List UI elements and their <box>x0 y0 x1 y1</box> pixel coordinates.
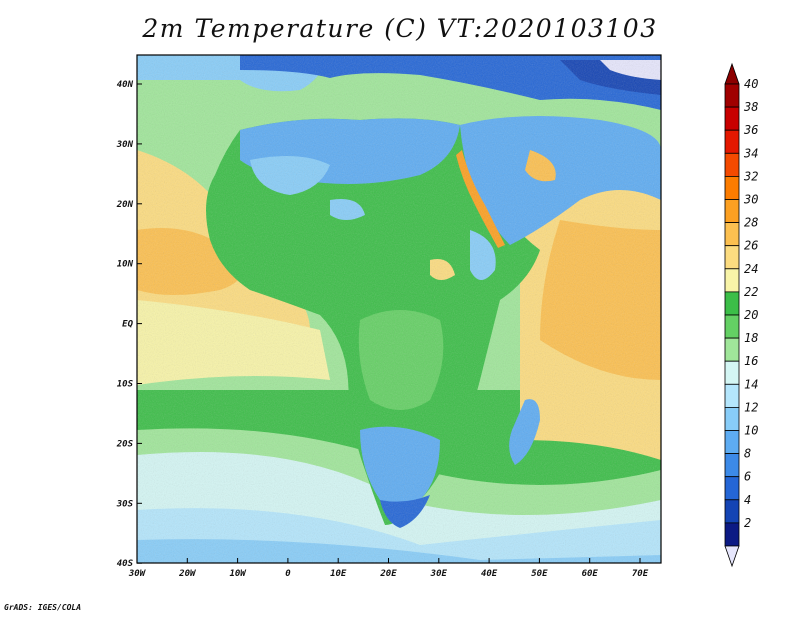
colorbar-label: 10 <box>744 424 758 438</box>
lat-tick-label: 30N <box>116 140 134 150</box>
lon-tick-label: 20W <box>178 569 197 579</box>
credit-label: GrADS: IGES/COLA <box>4 603 82 612</box>
colorbar-label: 24 <box>744 262 758 276</box>
lat-tick-label: 20S <box>116 439 134 449</box>
colorbar-swatch <box>724 499 740 524</box>
colorbar-label: 30 <box>743 193 758 207</box>
colorbar-swatch <box>724 383 740 408</box>
colorbar-swatch <box>724 222 740 247</box>
colorbar-label: 38 <box>743 100 758 114</box>
colorbar-label: 2 <box>744 516 751 530</box>
colorbar-swatch <box>724 268 740 293</box>
lon-tick-label: 10E <box>330 569 347 579</box>
colorbar-label: 34 <box>743 146 758 160</box>
map-frame <box>136 54 662 564</box>
colorbar-label: 18 <box>744 331 758 345</box>
colorbar-swatch <box>724 199 740 224</box>
colorbar-bottom-arrow <box>724 545 740 568</box>
latitude-axis: 40N 30N 20N 10N EQ 10S 20S 30S 40S <box>116 80 142 569</box>
colorbar-swatch <box>724 106 740 131</box>
lon-tick-label: 30E <box>430 569 448 579</box>
colorbar-swatch <box>724 360 740 385</box>
lat-tick-label: 20N <box>116 200 134 210</box>
colorbar-label: 20 <box>744 308 758 322</box>
colorbar-label: 16 <box>744 354 758 368</box>
colorbar-label: 28 <box>744 216 758 230</box>
colorbar-swatch <box>724 406 740 431</box>
lon-tick-label: 60E <box>582 569 599 579</box>
colorbar-top-arrow <box>724 62 740 85</box>
temperature-field <box>137 55 661 563</box>
lat-tick-label: 30S <box>116 499 134 509</box>
lon-tick-label: 0 <box>285 569 291 579</box>
colorbar-label: 26 <box>744 239 758 253</box>
lat-tick-label: 10N <box>117 260 134 270</box>
colorbar-label: 14 <box>744 377 758 391</box>
colorbar-label: 4 <box>744 493 751 507</box>
lat-tick-label: 40N <box>117 80 134 90</box>
colorbar-label: 8 <box>744 447 751 461</box>
colorbar-swatch <box>724 129 740 154</box>
lat-tick-label: 10S <box>117 380 134 390</box>
colorbar-label: 40 <box>744 77 758 91</box>
colorbar-swatch <box>724 83 740 108</box>
colorbar-swatch <box>724 337 740 362</box>
lon-tick-label: 30W <box>128 569 147 579</box>
lon-tick-label: 70E <box>632 569 649 579</box>
colorbar-swatch <box>724 430 740 455</box>
lat-tick-label: 40S <box>117 559 134 569</box>
colorbar-swatch <box>724 245 740 270</box>
colorbar-swatch <box>724 314 740 339</box>
colorbar-swatch <box>724 175 740 200</box>
lon-tick-label: 40E <box>481 569 498 579</box>
colorbar-label: 32 <box>743 169 758 183</box>
colorbar-label: 22 <box>744 285 758 299</box>
colorbar-swatch <box>724 476 740 501</box>
colorbar-swatch <box>724 453 740 478</box>
lat-tick-label: EQ <box>122 320 133 330</box>
colorbar-swatch <box>724 522 740 547</box>
lon-tick-label: 50E <box>531 569 548 579</box>
longitude-axis: 30W 20W 10W 0 10E 20E 30E 40E 50E 60E 70E <box>128 558 649 579</box>
colorbar-swatch <box>724 152 740 177</box>
map-title: 2m Temperature (C) VT:2020103103 <box>142 14 658 43</box>
colorbar-label: 6 <box>744 470 751 484</box>
colorbar-label: 12 <box>744 400 758 414</box>
colorbar: 40 38 36 34 32 30 28 26 24 22 20 18 16 14 12 10 8 6 4 2 <box>724 62 758 568</box>
colorbar-swatch <box>724 291 740 316</box>
lon-tick-label: 20E <box>379 569 397 579</box>
colorbar-label: 36 <box>743 123 758 137</box>
lon-tick-label: 10W <box>229 569 247 579</box>
